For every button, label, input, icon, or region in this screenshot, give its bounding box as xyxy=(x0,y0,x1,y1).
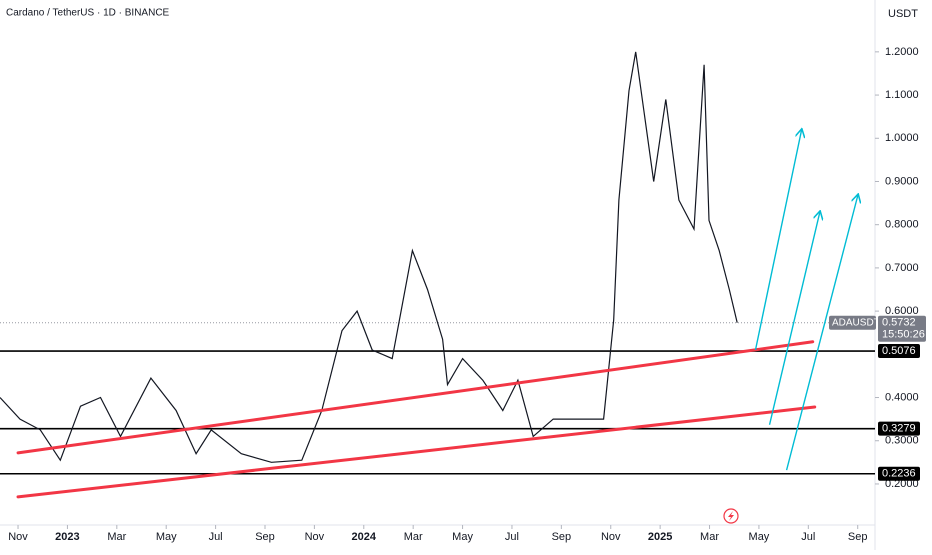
level-tag xyxy=(878,344,920,359)
y-tick-label: 0.4000 xyxy=(885,391,919,403)
level-label: 0.3279 xyxy=(882,423,916,435)
symbol-tag xyxy=(829,315,876,330)
x-tick-label: May xyxy=(452,531,473,543)
y-tick-label: 0.7000 xyxy=(885,262,919,274)
y-tick-label: 1.1000 xyxy=(885,89,919,101)
x-tick-label: Sep xyxy=(552,531,572,543)
alert-icon xyxy=(723,508,739,524)
x-tick-label: 2023 xyxy=(55,531,79,543)
x-tick-label: Jul xyxy=(801,531,815,543)
x-tick-label: Nov xyxy=(8,531,28,543)
price-tag xyxy=(878,315,926,342)
countdown-label: 15:50:26 xyxy=(882,329,925,341)
x-tick-label: Sep xyxy=(255,531,275,543)
y-axis-label: USDT xyxy=(888,8,918,20)
level-tag xyxy=(878,466,920,481)
symbol-label: ADAUSDT xyxy=(832,317,880,328)
x-tick-label: Nov xyxy=(601,531,621,543)
x-tick-label: 2025 xyxy=(648,531,672,543)
x-tick-label: May xyxy=(156,531,177,543)
projection-arrow xyxy=(754,130,801,351)
x-tick-label: Sep xyxy=(848,531,868,543)
y-tick-label: 0.6000 xyxy=(885,305,919,317)
projection-arrow xyxy=(768,212,820,425)
x-tick-label: Mar xyxy=(107,531,126,543)
trendline xyxy=(16,340,815,455)
level-label: 0.2236 xyxy=(882,468,916,480)
last-price-label: 0.5732 xyxy=(882,317,916,329)
level-label: 0.5076 xyxy=(882,345,916,357)
y-tick-label: 0.3000 xyxy=(885,435,919,447)
level-tag xyxy=(878,421,920,436)
y-tick-label: 0.8000 xyxy=(885,219,919,231)
x-tick-label: Jul xyxy=(209,531,223,543)
y-tick-label: 0.2000 xyxy=(885,478,919,490)
trendline xyxy=(16,405,817,499)
x-tick-label: May xyxy=(749,531,770,543)
projection-arrow xyxy=(785,195,858,471)
x-tick-label: 2024 xyxy=(352,531,377,543)
y-tick-label: 1.0000 xyxy=(885,132,919,144)
chart-title: Cardano / TetherUS · 1D · BINANCE xyxy=(6,8,170,19)
x-tick-label: Mar xyxy=(404,531,423,543)
y-tick-label: 0.9000 xyxy=(885,175,919,187)
x-tick-label: Jul xyxy=(505,531,519,543)
price-line xyxy=(0,51,738,463)
y-tick-label: 1.2000 xyxy=(885,46,919,58)
x-tick-label: Mar xyxy=(700,531,719,543)
x-tick-label: Nov xyxy=(305,531,325,543)
